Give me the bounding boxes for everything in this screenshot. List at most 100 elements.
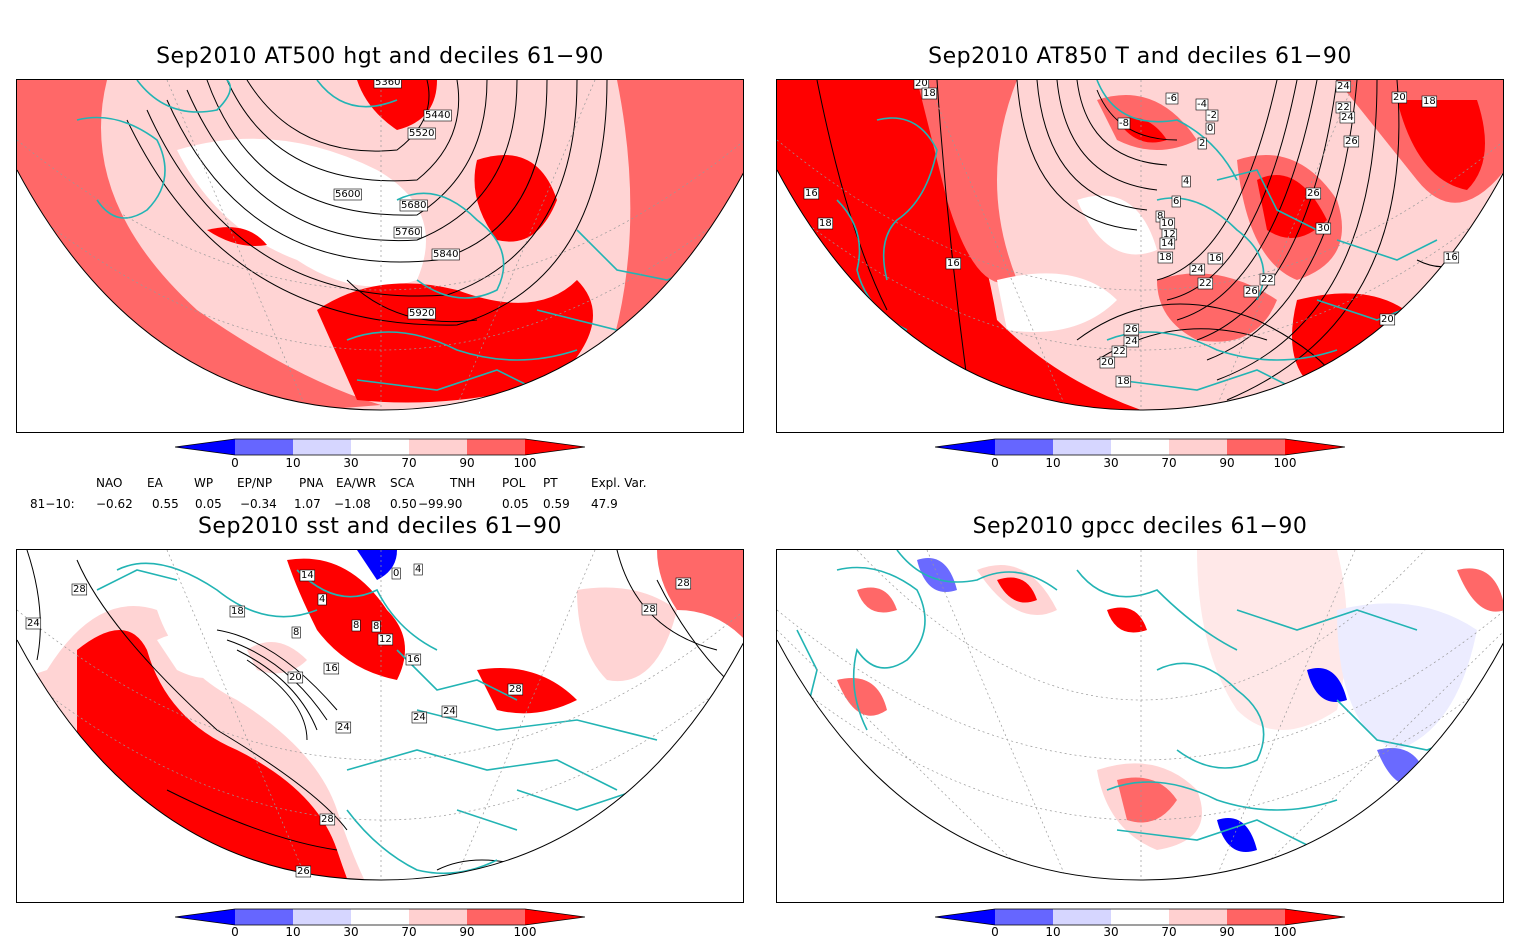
contour-label: 20 bbox=[1381, 314, 1394, 325]
contour-label: 26 bbox=[1345, 136, 1358, 147]
contour-label: 5520 bbox=[409, 128, 434, 139]
contour-label: 28 bbox=[73, 584, 86, 595]
colorbar-swatches bbox=[934, 438, 1346, 456]
colorbar-tick: 100 bbox=[1273, 925, 1297, 939]
index-header-eawr: EA/WR bbox=[336, 476, 377, 490]
colorbar-swatch-10-30 bbox=[1053, 439, 1111, 455]
colorbar-swatch-30-70 bbox=[1111, 909, 1169, 925]
colorbar-tick: 30 bbox=[1103, 925, 1119, 939]
colorbar-hgt: 0 10 30 70 90 100 bbox=[174, 438, 586, 472]
contour-label: -4 bbox=[1197, 99, 1207, 110]
contour-label: 28 bbox=[509, 684, 522, 695]
contour-label: 14 bbox=[1161, 238, 1174, 249]
contour-label: 18 bbox=[1423, 96, 1436, 107]
colorbar-swatch-30-70 bbox=[351, 439, 409, 455]
contour-label: 24 bbox=[443, 706, 456, 717]
colorbar-swatch-below0 bbox=[935, 439, 995, 455]
contour-label: -8 bbox=[1119, 118, 1129, 129]
contour-label: 18 bbox=[231, 606, 244, 617]
colorbar-tick: 30 bbox=[343, 925, 359, 939]
contour-label: 22 bbox=[1261, 274, 1274, 285]
contour-label: 5680 bbox=[401, 200, 426, 211]
colorbar-swatches bbox=[934, 908, 1346, 926]
contour-label: 24 bbox=[1341, 112, 1354, 123]
contour-label: 14 bbox=[301, 570, 314, 581]
colorbar-swatch-0-10 bbox=[995, 909, 1053, 925]
contour-label: 16 bbox=[407, 654, 420, 665]
colorbar-swatch-70-90 bbox=[409, 439, 467, 455]
colorbar-tick: 0 bbox=[231, 925, 239, 939]
colorbar-tick: 100 bbox=[1273, 456, 1297, 470]
contour-label: 20 bbox=[1393, 92, 1406, 103]
index-header-explvar: Expl. Var. bbox=[591, 476, 647, 490]
colorbar-swatch-70-90 bbox=[1169, 439, 1227, 455]
colorbar-swatch-70-90 bbox=[409, 909, 467, 925]
index-value-explvar: 47.9 bbox=[591, 497, 618, 511]
colorbar-gpcc: 0 10 30 70 90 100 bbox=[934, 908, 1346, 940]
contour-label: 26 bbox=[1245, 286, 1258, 297]
map-panel-t850: 20 18 16 18 16 -6 -4 -8 -2 0 2 4 6 8 10 … bbox=[776, 79, 1504, 433]
colorbar-swatch-30-70 bbox=[351, 909, 409, 925]
index-header-wp: WP bbox=[194, 476, 214, 490]
index-value-wp: 0.05 bbox=[195, 497, 222, 511]
contour-label: 26 bbox=[1307, 188, 1320, 199]
colorbar-swatch-90-100 bbox=[467, 909, 525, 925]
contour-label: 26 bbox=[1125, 324, 1138, 335]
colorbar-swatch-0-10 bbox=[235, 439, 293, 455]
colorbar-swatch-below0 bbox=[175, 439, 235, 455]
contour-labels-hgt: 5360 5440 5520 5600 5680 5760 5840 5920 bbox=[333, 80, 460, 320]
contour-label: 0 bbox=[1207, 123, 1213, 134]
index-header-pt: PT bbox=[543, 476, 558, 490]
colorbar-swatch-0-10 bbox=[235, 909, 293, 925]
contour-label: 12 bbox=[379, 634, 392, 645]
index-value-sca: 0.50 bbox=[390, 497, 417, 511]
index-value-ea: 0.55 bbox=[152, 497, 179, 511]
contour-label: 4 bbox=[319, 594, 325, 605]
colorbar-swatch-10-30 bbox=[293, 439, 351, 455]
contour-label: -2 bbox=[1207, 110, 1217, 121]
contour-label: 5600 bbox=[335, 189, 360, 200]
colorbar-tick: 30 bbox=[343, 456, 359, 470]
index-value-nao: −0.62 bbox=[96, 497, 133, 511]
contour-label: 24 bbox=[413, 712, 426, 723]
map-gpcc bbox=[777, 550, 1503, 881]
panel-title-sst: Sep2010 sst and deciles 61−90 bbox=[197, 514, 563, 539]
contour-label: 30 bbox=[1317, 223, 1330, 234]
colorbar-swatch-above100 bbox=[1285, 439, 1345, 455]
colorbar-tick: 90 bbox=[459, 456, 475, 470]
colorbar-tick: 90 bbox=[1219, 925, 1235, 939]
contour-label: 5920 bbox=[409, 308, 434, 319]
contour-label: 2 bbox=[1199, 138, 1205, 149]
index-value-pol: 0.05 bbox=[502, 497, 529, 511]
contour-label: 26 bbox=[297, 866, 310, 877]
contour-label: 5360 bbox=[375, 80, 400, 88]
contour-label: -6 bbox=[1167, 93, 1177, 104]
contour-label: 24 bbox=[27, 618, 40, 629]
colorbar-tick: 100 bbox=[513, 925, 537, 939]
contour-label: 5760 bbox=[395, 227, 420, 238]
contour-label: 24 bbox=[1191, 264, 1204, 275]
colorbar-swatch-10-30 bbox=[293, 909, 351, 925]
contour-label: 16 bbox=[805, 188, 818, 199]
map-sst: 28 24 18 14 4 0 4 8 8 8 12 16 16 20 24 2… bbox=[17, 550, 743, 881]
contour-label: 8 bbox=[293, 627, 299, 638]
contour-label: 8 bbox=[373, 621, 379, 632]
map-t850: 20 18 16 18 16 -6 -4 -8 -2 0 2 4 6 8 10 … bbox=[777, 80, 1503, 411]
map-panel-gpcc bbox=[776, 549, 1504, 903]
colorbar-tick: 30 bbox=[1103, 456, 1119, 470]
map-panel-hgt: 5360 5440 5520 5600 5680 5760 5840 5920 bbox=[16, 79, 744, 433]
index-header-nao: NAO bbox=[96, 476, 123, 490]
contour-label: 24 bbox=[1337, 81, 1350, 92]
colorbar-swatch-30-70 bbox=[1111, 439, 1169, 455]
contour-label: 24 bbox=[1125, 336, 1138, 347]
contour-label: 22 bbox=[1113, 346, 1126, 357]
index-header-pna: PNA bbox=[299, 476, 324, 490]
colorbar-tick: 10 bbox=[285, 456, 301, 470]
contour-label: 28 bbox=[321, 814, 334, 825]
colorbar-swatch-70-90 bbox=[1169, 909, 1227, 925]
colorbar-swatch-above100 bbox=[525, 909, 585, 925]
colorbar-tick: 100 bbox=[513, 456, 537, 470]
contour-label: 28 bbox=[643, 604, 656, 615]
contour-label: 8 bbox=[353, 620, 359, 631]
panel-title-t850: Sep2010 AT850 T and deciles 61−90 bbox=[928, 44, 1352, 69]
